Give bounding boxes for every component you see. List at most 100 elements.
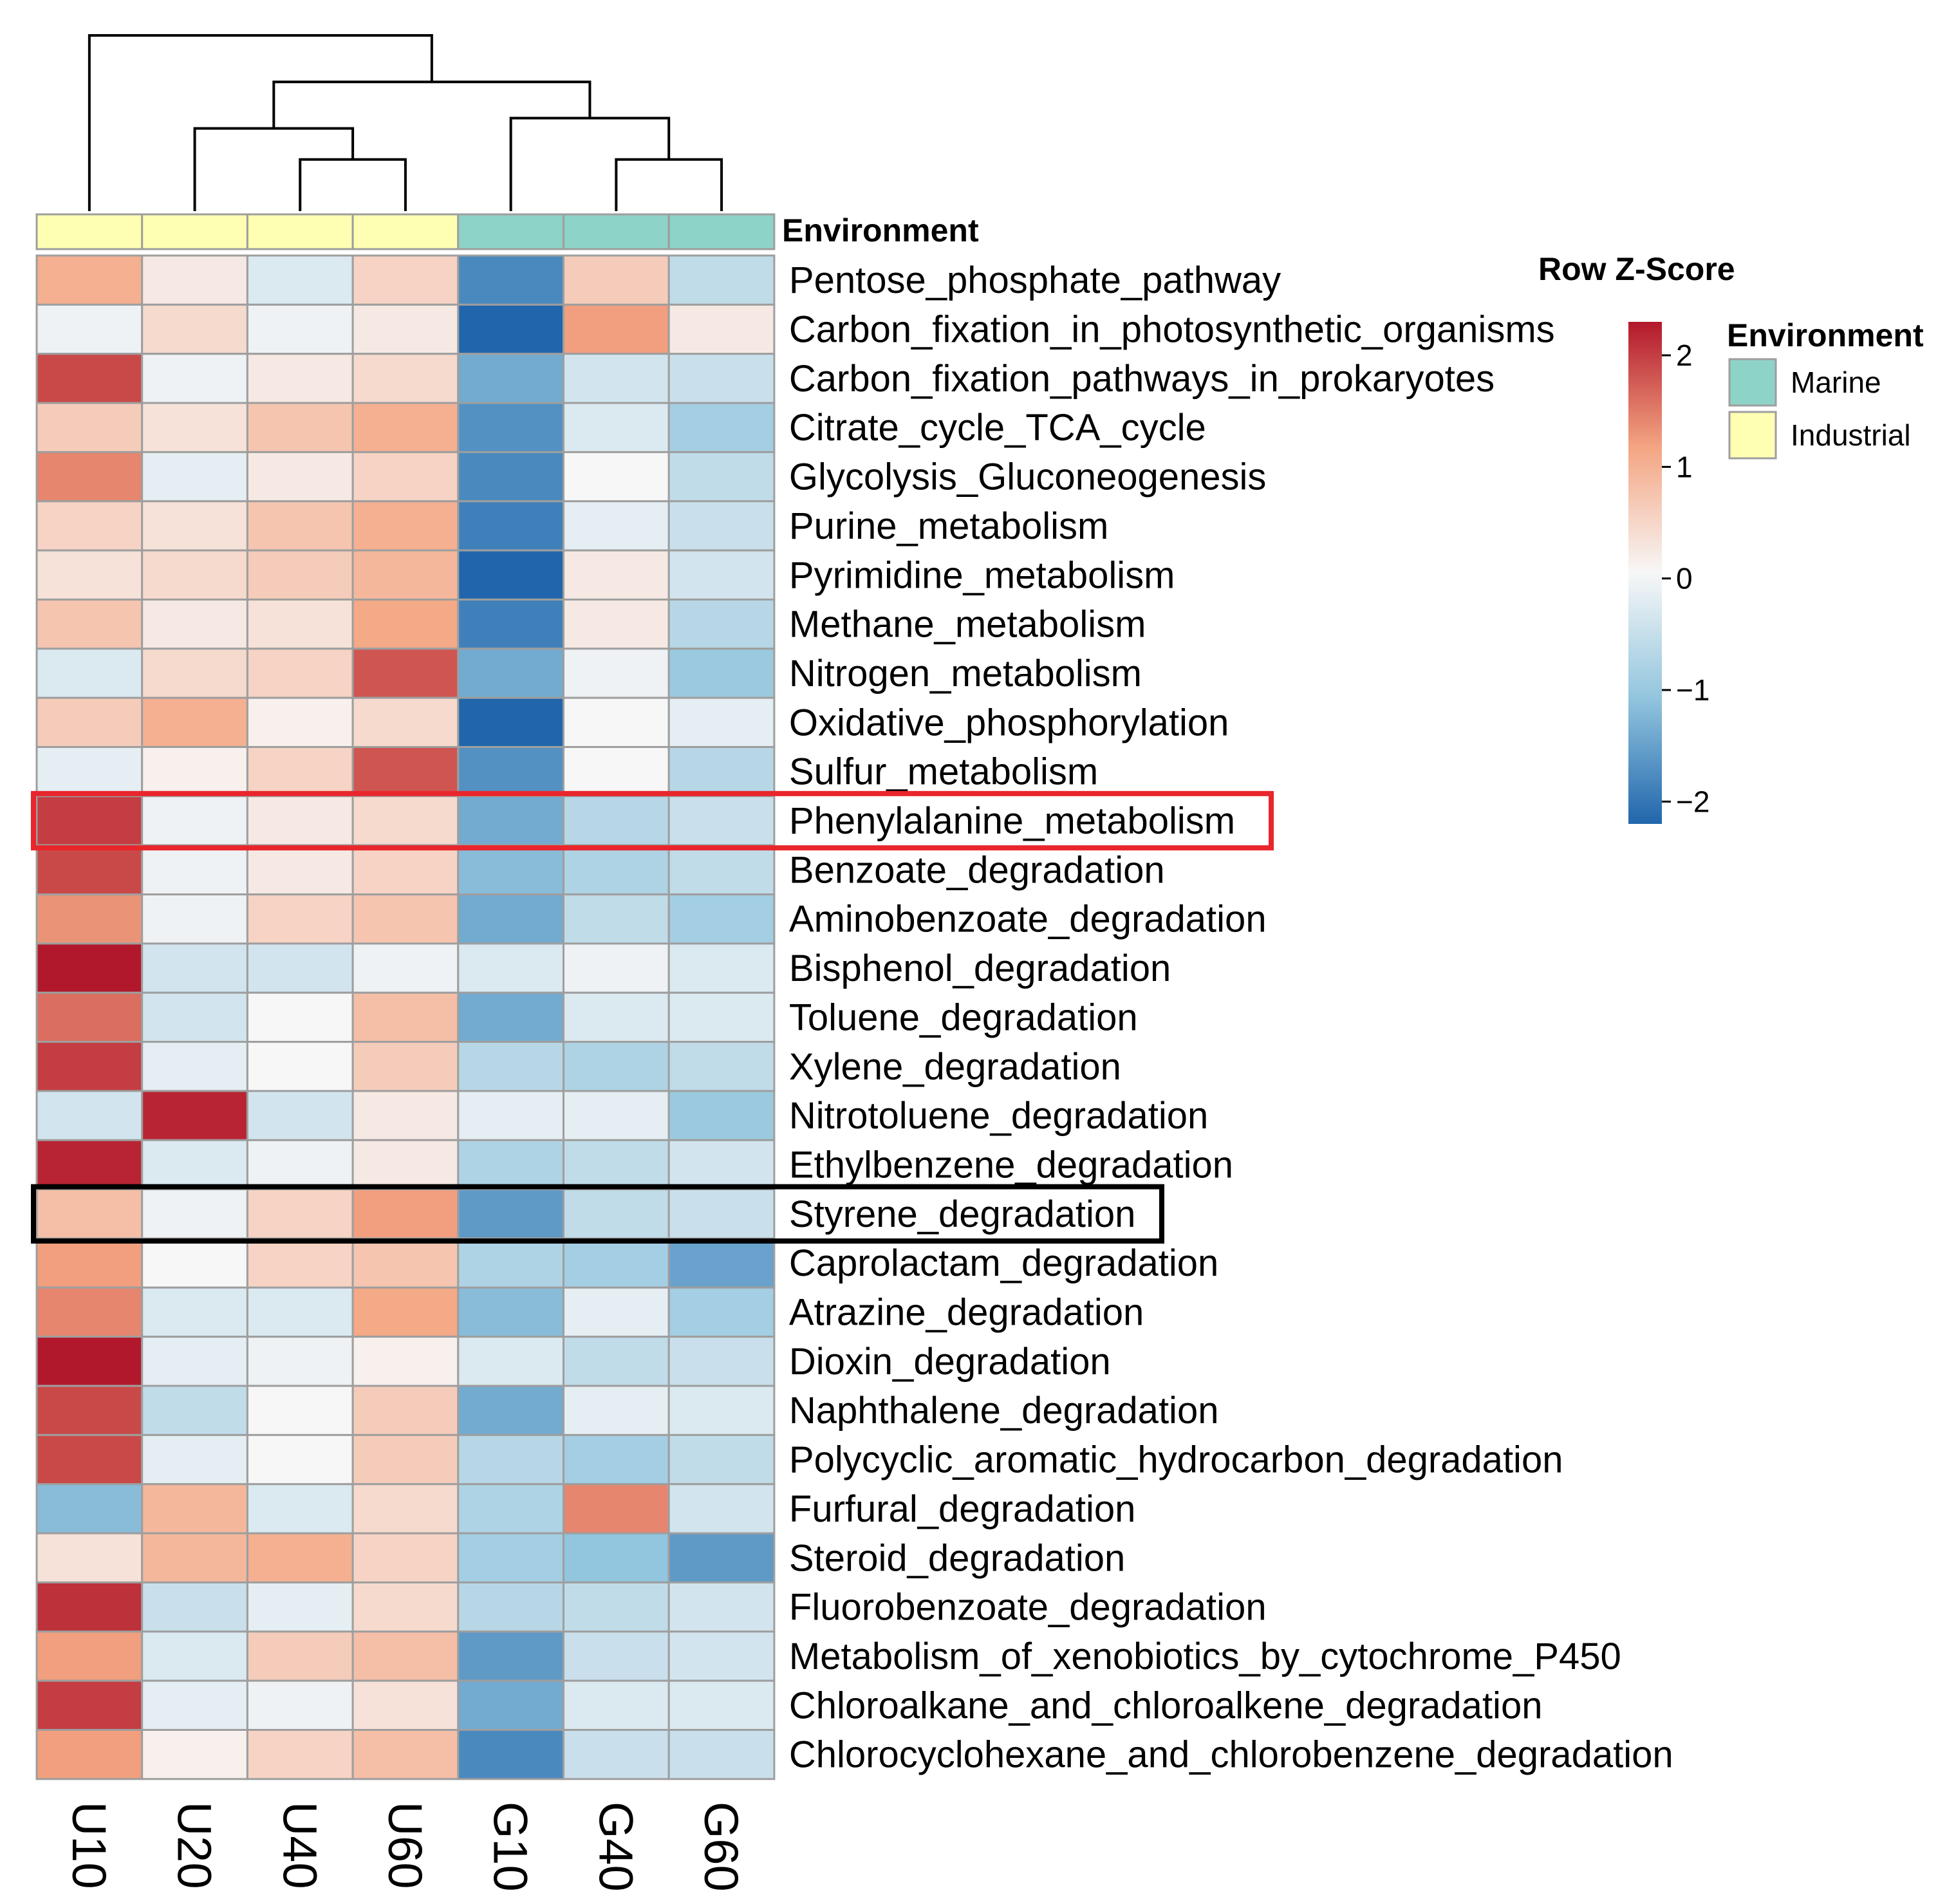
legend-swatch-marine: [1728, 358, 1777, 407]
heatmap-cell: [563, 549, 670, 601]
color-scale-tick-label: −1: [1676, 673, 1709, 707]
color-scale-tick-label: 2: [1676, 339, 1693, 372]
heatmap-cell: [141, 648, 248, 699]
heatmap-cell: [667, 303, 776, 355]
dendrogram-branch: [193, 127, 355, 211]
heatmap-cell: [563, 696, 670, 749]
heatmap-cell: [351, 1581, 460, 1633]
heatmap-cell: [563, 254, 670, 306]
environment-cell-G60: [667, 213, 776, 250]
heatmap-cell: [141, 451, 248, 503]
heatmap-cell: [667, 648, 776, 699]
heatmap-cells: [35, 254, 776, 1780]
heatmap-cell: [667, 942, 776, 994]
heatmap-cell: [141, 500, 248, 552]
heatmap-cell: [246, 893, 354, 945]
heatmap-cell: [246, 1483, 354, 1535]
heatmap-cell: [351, 1090, 460, 1141]
heatmap-cell: [667, 893, 776, 945]
column-label-U60: U60: [378, 1802, 432, 1889]
heatmap-cell: [563, 893, 670, 945]
heatmap-cell: [246, 1188, 354, 1240]
heatmap-cell: [667, 1679, 776, 1731]
row-label: Xylene_degradation: [789, 1046, 1121, 1088]
color-scale-tick-label: 1: [1676, 450, 1693, 483]
highlight-box-Phenylalanine_metabolism: [31, 790, 1274, 851]
dendrogram-branch: [299, 158, 407, 211]
heatmap-cell: [457, 648, 564, 699]
heatmap-cell: [457, 1581, 564, 1633]
heatmap-cell: [141, 1286, 248, 1338]
heatmap-cell: [141, 942, 248, 994]
heatmap-cell: [457, 451, 564, 503]
heatmap-cell: [35, 1729, 144, 1780]
heatmap-cell: [563, 795, 670, 846]
heatmap-cell: [351, 1630, 460, 1682]
heatmap-cell: [667, 1630, 776, 1682]
heatmap-cell: [563, 1483, 670, 1535]
column-dendrogram: [88, 34, 723, 211]
heatmap-cell: [35, 254, 144, 306]
row-label: Chloroalkane_and_chloroalkene_degradatio…: [789, 1685, 1543, 1726]
heatmap-cell: [246, 746, 354, 798]
heatmap-cell: [667, 1139, 776, 1191]
heatmap-cell: [457, 254, 564, 306]
heatmap-cell: [351, 1336, 460, 1387]
column-label-G60: G60: [694, 1802, 748, 1892]
heatmap-cell: [141, 844, 248, 896]
heatmap-cell: [35, 1041, 144, 1092]
heatmap-cell: [667, 1237, 776, 1289]
heatmap-cell: [457, 549, 564, 601]
highlight-box-Styrene_degradation: [31, 1184, 1164, 1244]
heatmap-cell: [563, 1433, 670, 1486]
heatmap-cell: [351, 1483, 460, 1535]
color-scale-title: Row Z-Score: [1538, 251, 1735, 287]
row-label: Aminobenzoate_degradation: [789, 899, 1267, 940]
heatmap-cell: [246, 1041, 354, 1092]
row-label: Nitrogen_metabolism: [789, 653, 1142, 695]
color-scale-tick-label: 0: [1676, 562, 1693, 595]
heatmap-cell: [351, 795, 460, 846]
heatmap-cell: [667, 1041, 776, 1092]
heatmap-cell: [563, 942, 670, 994]
heatmap-cell: [563, 648, 670, 699]
heatmap-cell: [563, 1630, 670, 1682]
heatmap-cell: [667, 254, 776, 306]
heatmap-cell: [35, 1336, 144, 1387]
heatmap-cell: [457, 1139, 564, 1191]
heatmap-cell: [351, 1729, 460, 1780]
heatmap-cell: [351, 893, 460, 945]
color-scale-tick-label: −2: [1676, 785, 1709, 818]
row-label: Metabolism_of_xenobiotics_by_cytochrome_…: [789, 1636, 1621, 1677]
heatmap-cell: [246, 598, 354, 650]
heatmap-cell: [667, 1188, 776, 1240]
heatmap-cell: [457, 1532, 564, 1583]
heatmap-cell: [351, 254, 460, 306]
row-label: Caprolactam_degradation: [789, 1242, 1218, 1284]
heatmap-cell: [246, 254, 354, 306]
row-label: Polycyclic_aromatic_hydrocarbon_degradat…: [789, 1439, 1563, 1481]
heatmap-cell: [35, 1679, 144, 1731]
heatmap-cell: [141, 1041, 248, 1092]
environment-cell-U40: [246, 213, 354, 250]
heatmap-cell: [246, 353, 354, 404]
heatmap-cell: [246, 1532, 354, 1583]
heatmap-cell: [667, 1581, 776, 1633]
row-label: Steroid_degradation: [789, 1537, 1125, 1579]
heatmap-cell: [141, 549, 248, 601]
row-label: Oxidative_phosphorylation: [789, 702, 1229, 743]
heatmap-cell: [141, 1581, 248, 1633]
heatmap-cell: [246, 1679, 354, 1731]
heatmap-cell: [563, 500, 670, 552]
heatmap-cell: [667, 598, 776, 650]
row-label: Toluene_degradation: [789, 996, 1138, 1038]
heatmap-cell: [563, 1286, 670, 1338]
heatmap-cell: [563, 1188, 670, 1240]
heatmap-cell: [563, 1581, 670, 1633]
color-scale-bar: [1628, 322, 1662, 824]
environment-annotation-label: Environment: [782, 212, 979, 248]
heatmap-cell: [35, 549, 144, 601]
row-label: Fluorobenzoate_degradation: [789, 1587, 1267, 1629]
heatmap-cell: [246, 1139, 354, 1191]
